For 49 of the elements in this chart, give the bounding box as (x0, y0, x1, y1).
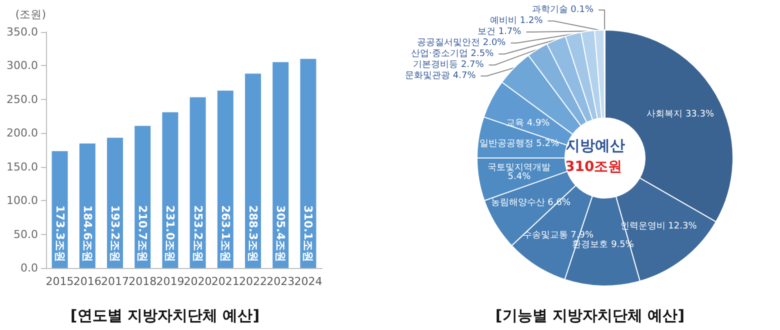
data-label: 310.1조원 (302, 205, 315, 262)
x-tick-label: 2019 (156, 275, 184, 288)
x-tick-label: 2015 (46, 275, 74, 288)
x-tick-label: 2020 (184, 275, 212, 288)
x-tick-label: 2022 (239, 275, 267, 288)
data-label: 288.3조원 (246, 205, 260, 262)
y-tick-label: 150.0 (6, 160, 38, 174)
slice-label: 기본경비등 2.7% (413, 60, 484, 70)
bar (272, 62, 289, 268)
data-label: 263.1조원 (218, 205, 232, 262)
y-tick-label: 0.0 (20, 262, 38, 274)
text: 지방예산 (565, 136, 625, 154)
slice-label: 보건 1.7% (477, 27, 522, 37)
y-tick-label: 350.0 (6, 26, 38, 38)
slice-label: 공공질서및안전 2.0% (417, 38, 506, 48)
bar (244, 74, 262, 268)
y-tick-label: 250.0 (6, 92, 38, 106)
slice-label: 예비비 1.2% (490, 16, 544, 26)
slice-label: 산업·중소기업 2.5% (411, 49, 494, 59)
x-tick-label: 2021 (211, 275, 240, 288)
bar (217, 90, 234, 268)
text: [연도별 지방자치단체 예산] (70, 306, 260, 324)
text: 310조원 (565, 159, 622, 175)
x-tick-label: 2024 (294, 275, 322, 288)
bar (300, 58, 316, 268)
x-tick-label: 2017 (101, 275, 129, 288)
data-label: 210.7조원 (136, 205, 150, 262)
y-tick-label: 100.0 (6, 194, 38, 208)
x-tick-label: 2018 (128, 275, 157, 288)
data-label: 193.2조원 (108, 205, 122, 262)
slice-label: 과학기술 0.1% (532, 5, 594, 15)
y-axis-title: (조원) (15, 8, 46, 21)
data-label: 184.6조원 (80, 205, 94, 262)
slice-label: 국토및지역개발 (488, 163, 551, 174)
y-tick-label: 200.0 (6, 126, 38, 140)
y-tick-label: 50.0 (14, 228, 38, 241)
slice-label: 사회복지 33.3% (646, 109, 714, 120)
x-tick-label: 2016 (73, 275, 102, 288)
data-label: 305.4조원 (274, 205, 288, 262)
slice-label: 일반공공행정 5.2% (479, 138, 560, 149)
slice-label: 교육 4.9% (506, 118, 550, 128)
data-label: 231.0조원 (164, 205, 177, 262)
data-label: 253.2조원 (191, 205, 204, 262)
data-label: 173.3조원 (53, 205, 66, 262)
x-tick-label: 2023 (266, 275, 295, 288)
y-tick-label: 300.0 (6, 59, 38, 72)
text: [기능별 지방자치단체 예산] (495, 306, 685, 324)
slice-label: 문화및관광 4.7% (405, 71, 476, 81)
data-label: 5.4% (508, 172, 532, 182)
